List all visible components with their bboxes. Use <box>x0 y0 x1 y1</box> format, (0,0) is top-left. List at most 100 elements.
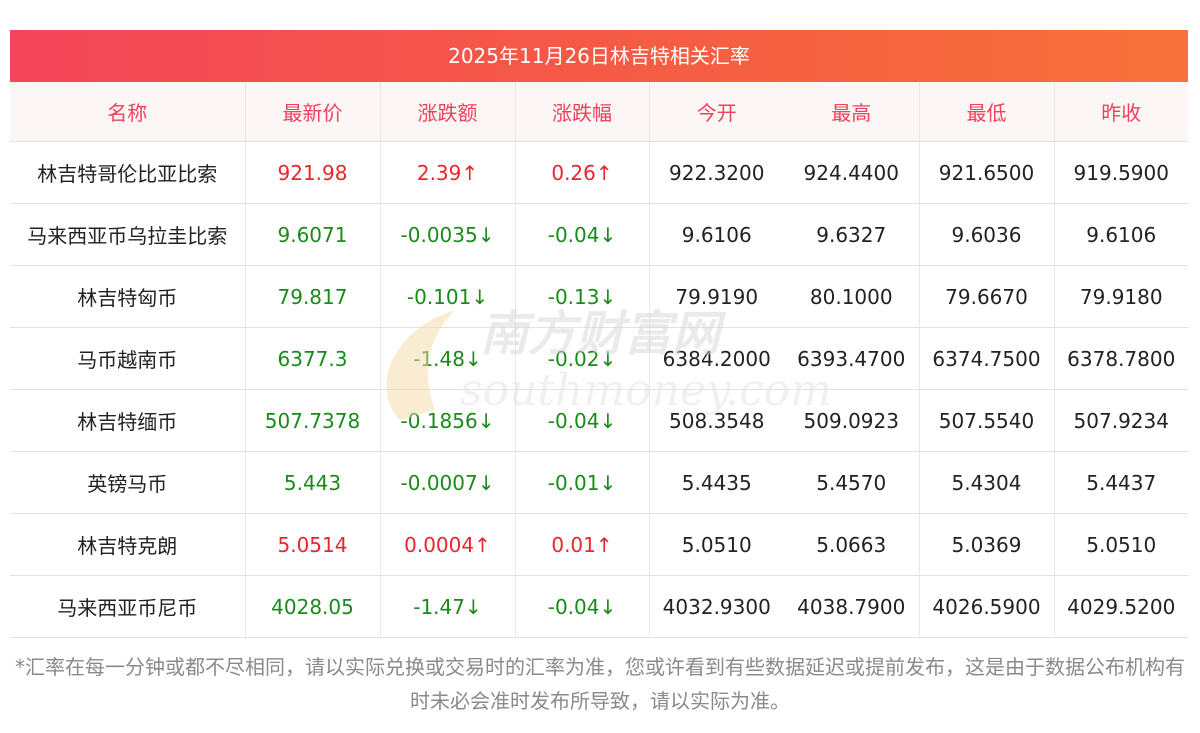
cell-change: -0.101↓ <box>380 265 516 328</box>
cell-prev: 919.5900 <box>1054 141 1188 204</box>
cell-open: 6384.2000 <box>649 327 784 390</box>
open-value: 4032.9300 <box>662 594 771 619</box>
arrow-down-icon: ↓ <box>477 470 495 495</box>
open-value: 79.9190 <box>675 284 759 309</box>
col-header-low: 最低 <box>919 82 1055 142</box>
cell-name: 林吉特哥伦比亚比索 <box>10 141 246 204</box>
arrow-down-icon: ↓ <box>477 408 495 433</box>
arrow-down-icon: ↓ <box>477 222 495 247</box>
prev-value: 9.6106 <box>1086 222 1157 247</box>
cell-name: 林吉特匈币 <box>10 265 246 328</box>
latest-value: 921.98 <box>277 160 348 185</box>
arrow-down-icon: ↓ <box>471 284 489 309</box>
latest-value: 9.6071 <box>277 222 348 247</box>
cell-name: 马来西亚币乌拉圭比索 <box>10 203 246 266</box>
cell-high: 509.0923 <box>784 389 920 452</box>
low-value: 507.5540 <box>938 408 1035 433</box>
cell-low: 5.0369 <box>919 513 1055 576</box>
name-value: 英镑马币 <box>87 472 168 496</box>
table-row: 林吉特匈币 79.817 -0.101↓ -0.13↓ 79.9190 80.1000 79… <box>10 265 1188 328</box>
prev-value: 5.4437 <box>1086 470 1157 495</box>
cell-name: 马来西亚币尼币 <box>10 575 246 638</box>
prev-value: 6378.7800 <box>1067 346 1176 371</box>
high-value: 509.0923 <box>803 408 899 433</box>
col-header-open: 今开 <box>649 82 784 142</box>
pct-value: 0.01 <box>551 532 596 557</box>
cell-low: 5.4304 <box>919 451 1055 514</box>
cell-high: 4038.7900 <box>784 575 920 638</box>
high-value: 9.6327 <box>816 222 887 247</box>
low-value: 921.6500 <box>938 160 1035 185</box>
cell-change: -0.0035↓ <box>380 203 516 266</box>
cell-change: -0.1856↓ <box>380 389 516 452</box>
high-value: 4038.7900 <box>797 594 906 619</box>
arrow-up-icon: ↑ <box>595 160 613 185</box>
high-value: 6393.4700 <box>797 346 906 371</box>
cell-high: 924.4400 <box>784 141 920 204</box>
col-header-change: 涨跌额 <box>380 82 516 142</box>
cell-prev: 6378.7800 <box>1054 327 1188 390</box>
cell-pct: -0.04↓ <box>515 389 650 452</box>
high-value: 5.0663 <box>816 532 887 557</box>
cell-high: 9.6327 <box>784 203 920 266</box>
cell-latest: 4028.05 <box>245 575 381 638</box>
table-row: 林吉特哥伦比亚比索 921.98 2.39↑ 0.26↑ 922.3200 924.440… <box>10 141 1188 204</box>
high-value: 5.4570 <box>816 470 887 495</box>
cell-pct: -0.01↓ <box>515 451 650 514</box>
cell-low: 9.6036 <box>919 203 1055 266</box>
cell-latest: 5.443 <box>245 451 381 514</box>
name-value: 林吉特哥伦比亚比索 <box>37 162 218 186</box>
high-value: 80.1000 <box>809 284 893 309</box>
disclaimer-note: *汇率在每一分钟或都不尽相同，请以实际兑换或交易时的汇率为准，您或许看到有些数据… <box>15 655 1185 713</box>
latest-value: 4028.05 <box>271 594 354 619</box>
rates-table: 名称 最新价 涨跌额 涨跌幅 今开 最高 最低 昨收 林吉特哥伦比亚比索 921.… <box>10 82 1188 638</box>
low-value: 5.4304 <box>951 470 1022 495</box>
cell-low: 921.6500 <box>919 141 1055 204</box>
cell-low: 79.6670 <box>919 265 1055 328</box>
cell-name: 林吉特缅币 <box>10 389 246 452</box>
cell-change: 0.0004↑ <box>380 513 516 576</box>
cell-latest: 6377.3 <box>245 327 381 390</box>
change-value: 2.39 <box>416 160 462 185</box>
pct-value: -0.01 <box>547 470 600 495</box>
table-row: 马来西亚币尼币 4028.05 -1.47↓ -0.04↓ 4032.9300 4038.… <box>10 575 1188 638</box>
cell-latest: 921.98 <box>245 141 381 204</box>
cell-open: 4032.9300 <box>649 575 784 638</box>
table-row: 林吉特缅币 507.7378 -0.1856↓ -0.04↓ 508.3548 509.0… <box>10 389 1188 452</box>
arrow-down-icon: ↓ <box>464 346 482 371</box>
name-value: 林吉特匈币 <box>77 286 178 310</box>
latest-value: 5.0514 <box>277 532 348 557</box>
arrow-down-icon: ↓ <box>599 408 617 433</box>
low-value: 4026.5900 <box>932 594 1041 619</box>
cell-change: -1.48↓ <box>380 327 516 390</box>
col-header-prev: 昨收 <box>1054 82 1188 142</box>
cell-pct: -0.04↓ <box>515 203 650 266</box>
arrow-up-icon: ↑ <box>461 160 479 185</box>
cell-pct: 0.26↑ <box>515 141 650 204</box>
cell-open: 5.4435 <box>649 451 784 514</box>
open-value: 508.3548 <box>669 408 765 433</box>
low-value: 9.6036 <box>951 222 1022 247</box>
open-value: 5.4435 <box>681 470 752 495</box>
name-value: 林吉特克朗 <box>77 534 178 558</box>
open-value: 6384.2000 <box>662 346 771 371</box>
arrow-down-icon: ↓ <box>599 222 617 247</box>
low-value: 5.0369 <box>951 532 1022 557</box>
arrow-down-icon: ↓ <box>599 594 617 619</box>
cell-high: 5.4570 <box>784 451 920 514</box>
name-value: 林吉特缅币 <box>77 410 178 434</box>
change-value: -0.101 <box>406 284 472 309</box>
latest-value: 507.7378 <box>264 408 361 433</box>
table-row: 林吉特克朗 5.0514 0.0004↑ 0.01↑ 5.0510 5.0663 5.036… <box>10 513 1188 576</box>
cell-name: 马币越南币 <box>10 327 246 390</box>
cell-high: 5.0663 <box>784 513 920 576</box>
pct-value: -0.04 <box>547 408 600 433</box>
cell-name: 英镑马币 <box>10 451 246 514</box>
pct-value: -0.02 <box>547 346 600 371</box>
latest-value: 6377.3 <box>277 346 348 371</box>
change-value: -0.0035 <box>400 222 478 247</box>
cell-open: 79.9190 <box>649 265 784 328</box>
cell-latest: 5.0514 <box>245 513 381 576</box>
table-title: 2025年11月26日林吉特相关汇率 <box>10 30 1188 82</box>
cell-pct: -0.13↓ <box>515 265 650 328</box>
